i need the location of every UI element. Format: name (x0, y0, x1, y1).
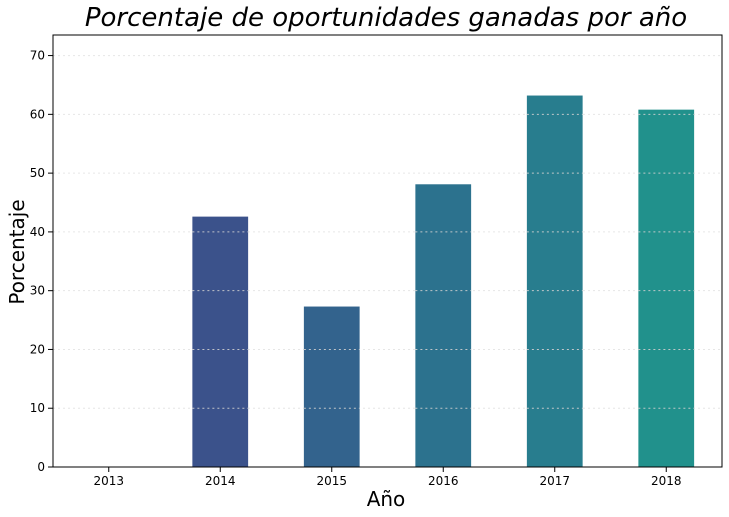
x-tick-label-2016: 2016 (428, 474, 459, 488)
x-tick-label-2013: 2013 (93, 474, 124, 488)
chart-title: Porcentaje de oportunidades ganadas por … (85, 3, 687, 33)
x-tick-label-2017: 2017 (539, 474, 570, 488)
bars (192, 95, 695, 468)
y-tick-label-60: 60 (30, 107, 45, 121)
bar-2017 (526, 95, 583, 468)
y-tick-label-30: 30 (30, 284, 45, 298)
y-tick-label-70: 70 (30, 49, 45, 63)
x-tick-label-2014: 2014 (205, 474, 236, 488)
bar-2018 (638, 109, 695, 467)
y-tick-label-40: 40 (30, 225, 45, 239)
y-tick-label-10: 10 (30, 401, 45, 415)
bar-grid-overlay (192, 113, 695, 409)
bar-2015 (303, 306, 360, 467)
grid-lines (53, 55, 722, 409)
y-tick-label-50: 50 (30, 166, 45, 180)
x-tick-label-2018: 2018 (651, 474, 682, 488)
x-tick-label-2015: 2015 (316, 474, 347, 488)
axes (52, 34, 723, 468)
x-axis-title: Año (367, 487, 406, 511)
bar-2016 (415, 184, 472, 467)
y-axis-title: Porcentaje (5, 199, 29, 304)
y-tick-label-20: 20 (30, 342, 45, 356)
x-axis-ticks: 2013 2014 2015 2016 2017 2018 (93, 467, 682, 488)
bar-2014 (192, 216, 249, 467)
y-tick-label-0: 0 (37, 460, 45, 474)
y-axis-ticks: 0 10 20 30 40 50 60 70 (30, 49, 53, 474)
plot-frame (52, 34, 723, 468)
